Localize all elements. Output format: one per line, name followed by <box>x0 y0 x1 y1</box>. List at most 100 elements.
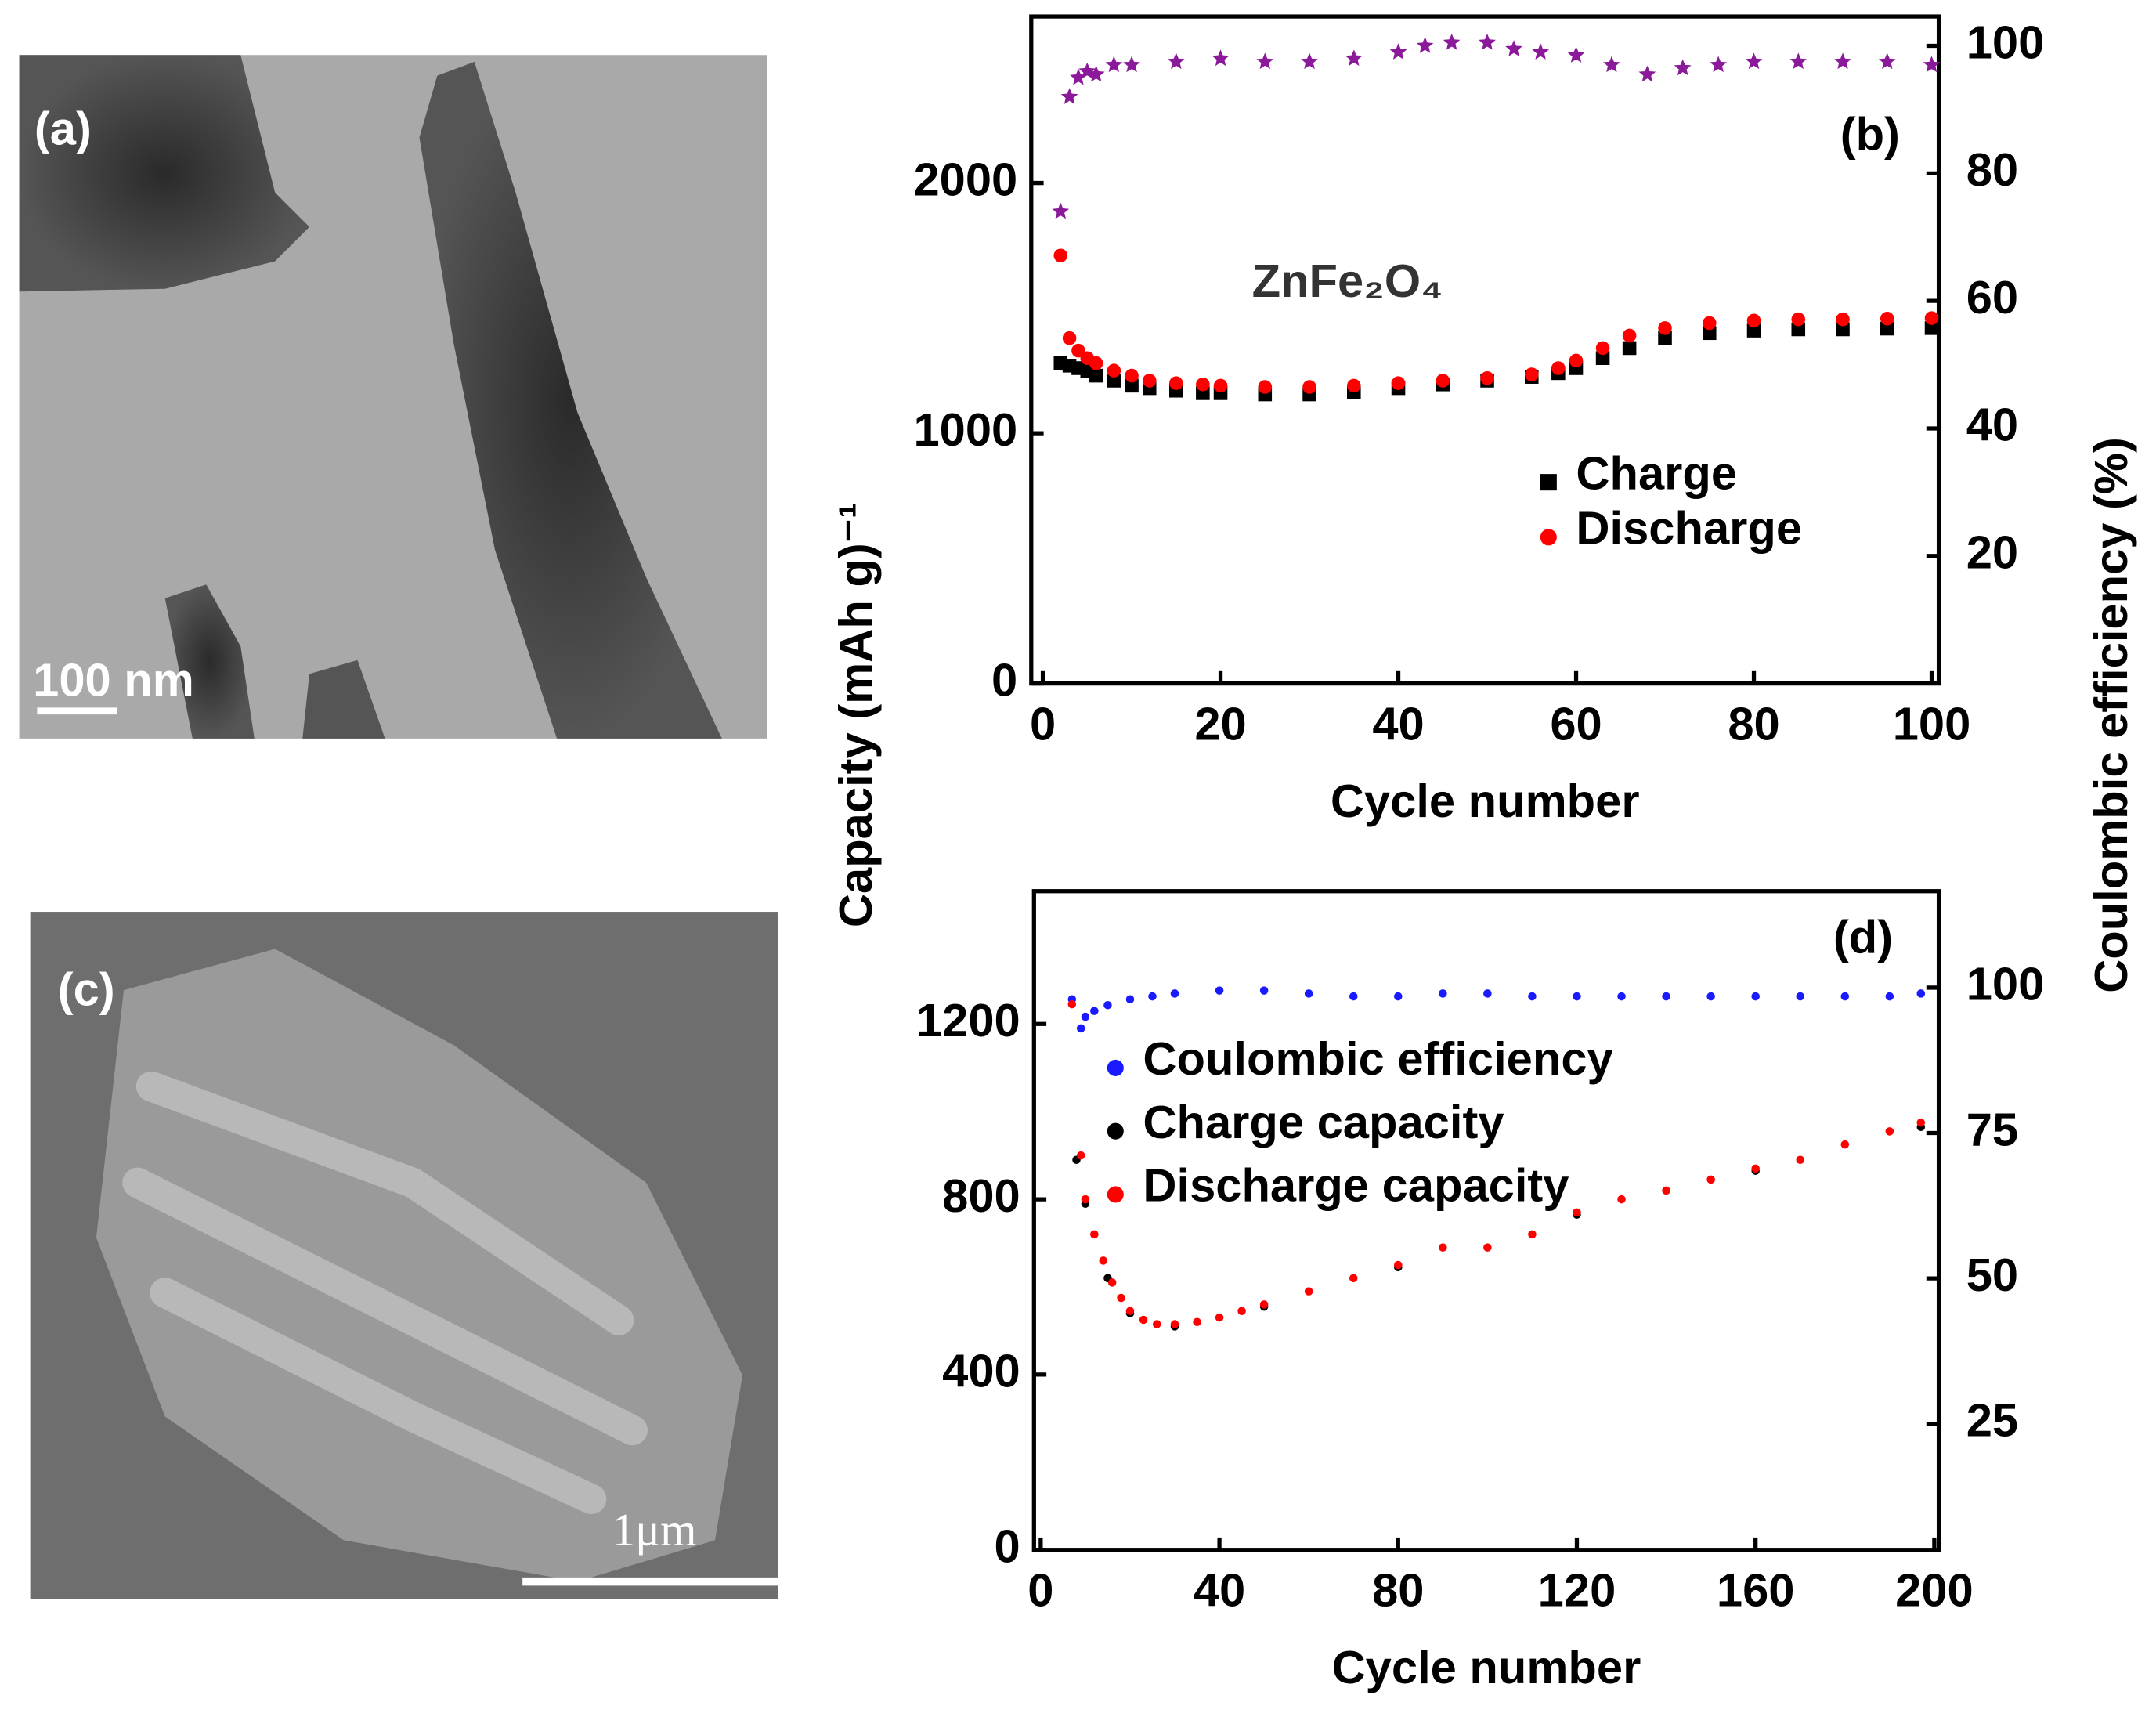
marker <box>1924 311 1939 325</box>
annotation: (d) <box>1833 911 1893 963</box>
marker <box>1081 1195 1090 1204</box>
marker <box>1389 43 1407 60</box>
plot-frame <box>1031 889 1941 1552</box>
marker <box>1125 378 1139 393</box>
annotation: ZnFe₂O₄ <box>1252 255 1443 307</box>
legend-label: Discharge <box>1576 502 1802 555</box>
marker <box>1658 321 1672 335</box>
panel-label: (a) <box>34 102 92 154</box>
y2-tick-label: 100 <box>1966 16 2045 68</box>
marker <box>1052 202 1070 219</box>
x-tick-label: 20 <box>1194 698 1246 750</box>
marker <box>1070 68 1087 85</box>
marker <box>1259 986 1269 995</box>
marker <box>1259 1300 1269 1309</box>
marker <box>1878 52 1896 70</box>
y2-tick-label: 100 <box>1966 958 2045 1010</box>
legend-label: Coulombic efficiency <box>1143 1032 1612 1085</box>
marker <box>1391 376 1406 390</box>
y-axis-label: Capacity (mAh g)⁻¹ <box>829 503 882 927</box>
marker <box>1923 56 1941 73</box>
marker <box>1567 46 1585 63</box>
marker <box>1702 316 1717 331</box>
marker <box>1622 341 1637 356</box>
marker <box>1087 65 1105 82</box>
marker <box>1125 995 1135 1004</box>
y-tick-label: 1200 <box>916 994 1020 1046</box>
legend-marker <box>1107 1059 1124 1076</box>
marker <box>1237 1307 1246 1316</box>
marker <box>1573 992 1581 1001</box>
marker <box>1394 1260 1403 1270</box>
marker <box>1836 322 1850 337</box>
annotation: (b) <box>1840 107 1900 160</box>
x-tick-label: 80 <box>1728 698 1779 750</box>
marker <box>1436 374 1450 388</box>
panel-label: (c) <box>58 963 115 1015</box>
x-axis-label: Cycle number <box>1331 775 1640 827</box>
marker <box>1528 1230 1537 1239</box>
marker <box>1483 989 1492 998</box>
marker <box>1090 1007 1099 1015</box>
marker <box>1302 380 1316 394</box>
marker <box>1416 37 1434 53</box>
particle-fragment <box>302 660 385 739</box>
y-tick-label: 800 <box>942 1169 1020 1222</box>
marker <box>1213 378 1228 393</box>
marker <box>1256 52 1274 70</box>
x-tick-label: 0 <box>1030 698 1056 750</box>
marker <box>1674 59 1692 76</box>
marker <box>1569 353 1584 368</box>
y2-tick-label: 25 <box>1966 1393 2018 1446</box>
marker <box>1062 331 1077 345</box>
y2-tick-label: 20 <box>1966 526 2018 579</box>
x-axis-label: Cycle number <box>1332 1641 1641 1693</box>
marker <box>1840 992 1850 1001</box>
marker <box>1107 363 1121 378</box>
marker <box>1439 1243 1447 1252</box>
marker <box>1105 56 1123 73</box>
marker <box>1551 361 1566 375</box>
marker <box>1107 374 1121 388</box>
y2-axis-label: Coulombic efficiency (%) <box>2085 437 2137 993</box>
marker <box>1053 248 1068 262</box>
marker <box>1170 989 1179 998</box>
marker <box>1167 52 1185 70</box>
marker <box>1746 323 1761 338</box>
marker <box>1304 1287 1313 1296</box>
marker <box>1349 1274 1358 1283</box>
marker <box>1924 321 1939 335</box>
marker <box>1746 313 1761 328</box>
marker <box>1099 1256 1108 1265</box>
marker <box>1916 989 1926 998</box>
marker <box>1885 1127 1894 1136</box>
marker <box>1394 992 1403 1001</box>
marker <box>1658 331 1672 345</box>
marker <box>1347 378 1361 393</box>
marker <box>1060 88 1078 104</box>
marker <box>1702 326 1717 341</box>
legend-marker <box>1107 1186 1124 1203</box>
marker <box>1148 992 1157 1001</box>
marker <box>1840 1140 1850 1149</box>
marker <box>1142 374 1157 388</box>
legend-marker <box>1107 1122 1124 1140</box>
marker <box>1215 1313 1224 1322</box>
marker <box>1751 992 1760 1001</box>
marker <box>1796 1155 1805 1164</box>
marker <box>1193 1317 1201 1327</box>
marker <box>1117 1293 1125 1303</box>
marker <box>1479 34 1496 50</box>
x-tick-label: 0 <box>1027 1564 1053 1617</box>
marker <box>1125 368 1139 383</box>
marker <box>1706 992 1715 1001</box>
marker <box>1067 999 1077 1009</box>
y2-tick-label: 40 <box>1966 399 2018 451</box>
x-tick-label: 120 <box>1538 1564 1616 1617</box>
x-tick-label: 200 <box>1895 1564 1974 1617</box>
particle-cluster <box>19 55 310 292</box>
marker <box>1834 52 1851 70</box>
marker <box>1528 992 1537 1001</box>
x-tick-label: 80 <box>1372 1564 1424 1617</box>
